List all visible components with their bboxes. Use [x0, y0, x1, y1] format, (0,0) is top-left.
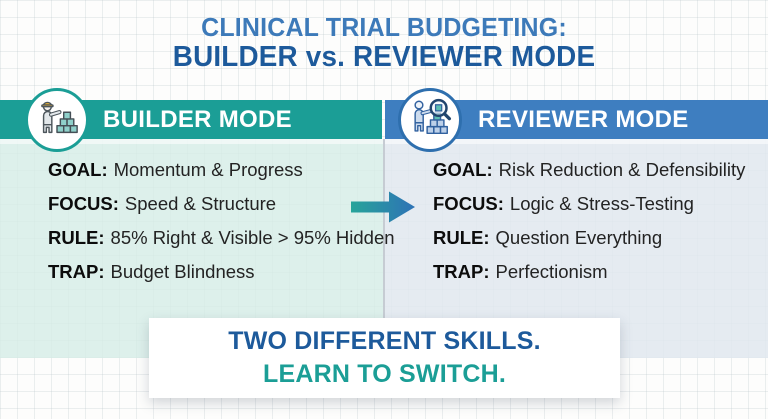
footer-callout-box: TWO DIFFERENT SKILLS. LEARN TO SWITCH.	[149, 318, 620, 398]
reviewer-rule-label: RULE:	[433, 227, 490, 248]
reviewer-focus-label: FOCUS:	[433, 193, 504, 214]
reviewer-trap-label: TRAP:	[433, 261, 490, 282]
reviewer-trap-value: Perfectionism	[495, 261, 608, 282]
builder-rule-row: RULE: 85% Right & Visible > 95% Hidden	[48, 221, 395, 255]
builder-goal-row: GOAL: Momentum & Progress	[48, 153, 395, 187]
footer-callout-line1: TWO DIFFERENT SKILLS.	[228, 327, 541, 355]
reviewer-trap-row: TRAP: Perfectionism	[433, 255, 745, 289]
footer-callout-line2: LEARN TO SWITCH.	[262, 360, 506, 388]
panel-divider	[383, 139, 385, 358]
builder-to-reviewer-arrow-icon	[351, 191, 415, 228]
page-title: CLINICAL TRIAL BUDGETING: BUILDER vs. RE…	[15, 12, 752, 74]
builder-icon-circle	[25, 88, 89, 152]
builder-goal-label: GOAL:	[48, 159, 108, 180]
builder-goal-value: Momentum & Progress	[113, 159, 303, 180]
reviewer-goal-value: Risk Reduction & Defensibility	[498, 159, 746, 180]
builder-mode-header-label: BUILDER MODE	[103, 106, 292, 133]
page-title-line2: BUILDER vs. REVIEWER MODE	[172, 41, 596, 74]
builder-attributes-list: GOAL: Momentum & Progress FOCUS: Speed & S…	[48, 153, 395, 289]
reviewer-magnifier-blocks-icon	[407, 95, 453, 146]
builder-focus-value: Speed & Structure	[124, 193, 277, 214]
builder-trap-value: Budget Blindness	[110, 261, 255, 282]
reviewer-rule-row: RULE: Question Everything	[433, 221, 745, 255]
builder-focus-label: FOCUS:	[48, 193, 119, 214]
reviewer-goal-row: GOAL: Risk Reduction & Defensibility	[433, 153, 745, 187]
builder-rule-label: RULE:	[48, 227, 105, 248]
reviewer-rule-value: Question Everything	[495, 227, 663, 248]
reviewer-icon-circle	[398, 88, 462, 152]
page-title-line1: CLINICAL TRIAL BUDGETING:	[201, 12, 567, 42]
builder-trap-label: TRAP:	[48, 261, 105, 282]
reviewer-mode-header-label: REVIEWER MODE	[478, 106, 689, 133]
builder-worker-blocks-icon	[34, 95, 80, 146]
builder-focus-row: FOCUS: Speed & Structure	[48, 187, 395, 221]
builder-trap-row: TRAP: Budget Blindness	[48, 255, 395, 289]
reviewer-focus-value: Logic & Stress-Testing	[509, 193, 694, 214]
reviewer-goal-label: GOAL:	[433, 159, 493, 180]
builder-rule-value: 85% Right & Visible > 95% Hidden	[110, 227, 395, 248]
reviewer-focus-row: FOCUS: Logic & Stress-Testing	[433, 187, 745, 221]
reviewer-attributes-list: GOAL: Risk Reduction & Defensibility FOCU…	[433, 153, 745, 289]
